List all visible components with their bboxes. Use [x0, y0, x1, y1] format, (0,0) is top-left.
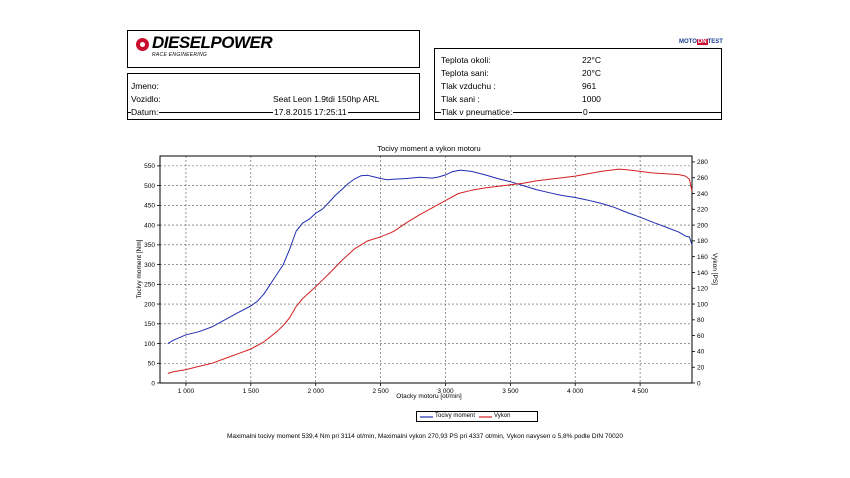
date-label: Datum: [131, 107, 160, 117]
chart-legend: Tocivy moment Vykon [416, 411, 538, 422]
y-right-tick-label: 160 [697, 254, 708, 261]
y-right-tick-label: 260 [697, 175, 708, 182]
y-left-tick-label: 350 [144, 242, 155, 249]
name-label: Jmeno: [131, 81, 159, 91]
ambient-temp-value: 22°C [582, 55, 601, 65]
date-value: 17.8.2015 17:25:11 [273, 107, 348, 117]
y-right-tick-label: 220 [697, 207, 708, 214]
chart-title: Tocivy moment a vykon motoru [377, 144, 480, 153]
tire-pressure-rule [435, 112, 721, 113]
summary-footnote: Maximalni tocivy moment 539,4 Nm pri 311… [227, 433, 623, 440]
y-right-tick-label: 240 [697, 191, 708, 198]
chart-grid [160, 156, 692, 383]
ambient-temp-label: Teplota okoli: [441, 55, 491, 65]
y-right-tick-label: 280 [697, 159, 708, 166]
brand-badge-part-1: MOTO [679, 39, 697, 45]
y-right-tick-label: 0 [697, 380, 701, 387]
x-axis-label: Otacky motoru [ot/min] [396, 393, 462, 400]
y-right-tick-label: 120 [697, 286, 708, 293]
y-left-tick-label: 500 [144, 183, 155, 190]
y-left-tick-label: 550 [144, 163, 155, 170]
x-tick-label: 2 000 [308, 388, 325, 395]
logo-text: DIESELPOWER [152, 33, 273, 52]
y-right-tick-label: 180 [697, 238, 708, 245]
brand-badge-part-3: TEST [707, 39, 723, 45]
series-line-torque [167, 169, 693, 344]
logo-header-box [127, 30, 420, 68]
intake-temp-value: 20°C [582, 68, 601, 78]
intake-temp-label: Teplota sani: [441, 68, 489, 78]
x-tick-label: 4 500 [632, 388, 649, 395]
y-left-tick-label: 100 [144, 341, 155, 348]
air-pressure-value: 961 [582, 81, 597, 91]
tire-pressure-value: 0 [582, 107, 589, 117]
y-right-tick-label: 140 [697, 270, 708, 277]
x-tick-label: 1 000 [178, 388, 195, 395]
y-left-tick-label: 0 [151, 380, 155, 387]
y-right-tick-label: 20 [697, 365, 705, 372]
y-left-tick-label: 450 [144, 203, 155, 210]
y-right-tick-label: 200 [697, 222, 708, 229]
vehicle-label: Vozidlo: [131, 94, 161, 104]
y-right-tick-label: 80 [697, 317, 705, 324]
intake-pressure-value: 1000 [582, 94, 601, 104]
y-left-tick-label: 300 [144, 262, 155, 269]
y-left-tick-label: 400 [144, 222, 155, 229]
brand-badge-logo: MOTODNTEST [679, 39, 723, 47]
intake-pressure-label: Tlak sani : [441, 94, 480, 104]
y-left-tick-label: 250 [144, 282, 155, 289]
series-line-power [167, 168, 693, 374]
y-left-tick-label: 50 [148, 361, 156, 368]
x-tick-label: 1 500 [243, 388, 260, 395]
y-right-tick-label: 40 [697, 349, 705, 356]
chart-series [167, 168, 693, 374]
logo-subtitle: RACE ENGINEERING [152, 52, 208, 58]
brand-badge-part-2: DN [696, 39, 708, 45]
x-tick-label: 2 500 [372, 388, 389, 395]
y-left-axis-label: Tocivy moment [Nm] [136, 239, 143, 298]
plot-frame [159, 155, 693, 384]
x-tick-label: 3 000 [437, 388, 454, 395]
dieselpower-logo-icon [136, 38, 149, 51]
legend-label-power: Vykon [494, 413, 511, 419]
legend-label-torque: Tocivy moment [435, 413, 476, 419]
y-left-tick-label: 150 [144, 321, 155, 328]
y-left-tick-label: 200 [144, 301, 155, 308]
air-pressure-label: Tlak vzduchu : [441, 81, 496, 91]
y-right-tick-label: 60 [697, 333, 705, 340]
vehicle-value: Seat Leon 1.9tdi 150hp ARL [273, 94, 380, 104]
y-right-axis-label: Vykon [PS] [711, 253, 718, 285]
x-tick-label: 4 000 [567, 388, 584, 395]
x-tick-label: 3 500 [502, 388, 519, 395]
tire-pressure-label: Tlak v pneumatice: [441, 107, 514, 117]
y-right-tick-label: 100 [697, 301, 708, 308]
legend-swatches [420, 416, 492, 418]
